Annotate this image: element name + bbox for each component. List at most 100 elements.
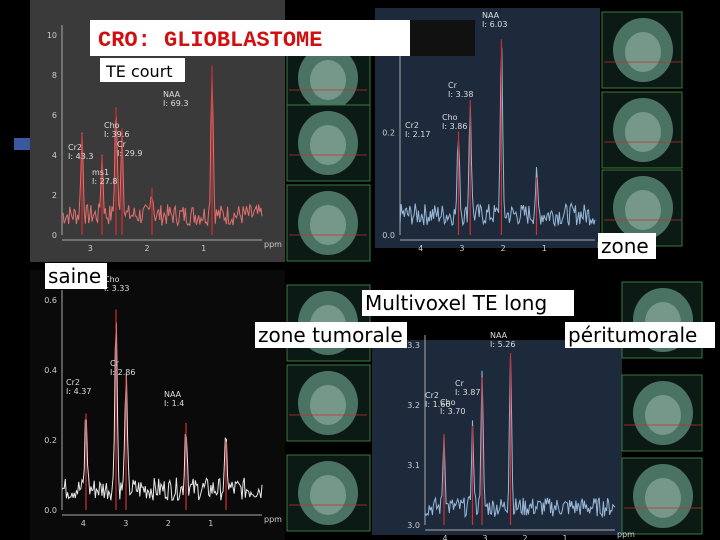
brain-inner xyxy=(310,385,346,425)
x-tick-label: 3 xyxy=(482,534,487,540)
brain-inner xyxy=(310,205,346,245)
x-axis-label: ppm xyxy=(617,530,635,539)
peak-value: I: 3.87 xyxy=(455,388,480,397)
peak-value: I: 2.86 xyxy=(110,368,135,377)
peak-value: I: 43.3 xyxy=(68,152,93,161)
label: péritumorale xyxy=(568,323,697,347)
x-tick-label: 4 xyxy=(418,244,423,253)
x-tick-label: 2 xyxy=(144,244,149,253)
peak-name: Cr xyxy=(110,359,120,368)
subtitle: TE court xyxy=(105,62,173,81)
peak-name: Cho xyxy=(440,398,456,407)
y-tick-label: 0.0 xyxy=(382,231,395,240)
y-tick-label: 3.3 xyxy=(407,341,420,350)
x-tick-label: 1 xyxy=(542,244,547,253)
label-box xyxy=(255,322,407,348)
x-tick-label: 2 xyxy=(166,519,171,528)
spectrum-trace xyxy=(424,355,616,519)
peak-value: I: 1.4 xyxy=(164,399,184,408)
peak-value: I: 3.86 xyxy=(442,122,467,131)
brain-inner xyxy=(310,475,346,515)
peak-name: NAA xyxy=(164,390,182,399)
peak-name: Cr2 xyxy=(66,378,80,387)
peak-value: I: 5.26 xyxy=(490,340,515,349)
spectrum-trace xyxy=(61,73,263,227)
peak-value: I: 2.17 xyxy=(405,130,430,139)
y-tick-label: 2 xyxy=(52,191,57,200)
x-tick-label: 3 xyxy=(459,244,464,253)
peak-name: Cho xyxy=(104,275,120,284)
peak-name: NAA xyxy=(163,90,181,99)
x-tick-label: 1 xyxy=(562,534,567,540)
brain-inner xyxy=(310,60,346,100)
y-tick-label: 3.1 xyxy=(407,461,420,470)
y-tick-label: 0.6 xyxy=(44,296,57,305)
peak-name: NAA xyxy=(482,11,500,20)
peak-name: Cho xyxy=(104,121,120,130)
label: saine xyxy=(48,264,101,288)
title-box xyxy=(90,20,410,56)
x-tick-label: 2 xyxy=(522,534,527,540)
brain-inner xyxy=(625,190,661,230)
peak-value: I: 1.66 xyxy=(425,400,450,409)
peak-name: Cr2 xyxy=(425,391,439,400)
label-box xyxy=(598,233,656,259)
peak-value: I: 27.8 xyxy=(92,177,117,186)
peak-name: Cr xyxy=(455,379,465,388)
x-axis-label: ppm xyxy=(264,240,282,249)
label-box xyxy=(45,263,107,289)
spectrum-panel xyxy=(30,270,285,540)
peak-name: ms1 xyxy=(92,168,109,177)
x-tick-label: 3 xyxy=(88,244,93,253)
brain-inner xyxy=(310,125,346,165)
y-tick-label: 0.4 xyxy=(44,366,57,375)
peak-name: Cr2 xyxy=(68,143,82,152)
brain-inner xyxy=(625,32,661,72)
spectrum-trace xyxy=(399,47,596,228)
spectrum-trace xyxy=(61,322,263,501)
label-box xyxy=(565,322,715,348)
peak-name: Cr xyxy=(448,81,458,90)
label: zone tumorale xyxy=(258,323,403,347)
label: zone xyxy=(601,234,649,258)
x-axis-label: ppm xyxy=(264,515,282,524)
peak-name: Cho xyxy=(442,113,458,122)
y-tick-label: 0.2 xyxy=(382,129,395,138)
bullet xyxy=(14,138,30,150)
x-tick-label: 1 xyxy=(201,244,206,253)
y-tick-label: 8 xyxy=(52,71,57,80)
peak-value: I: 4.37 xyxy=(66,387,91,396)
y-tick-label: 3.0 xyxy=(407,521,420,530)
peak-value: I: 6.03 xyxy=(482,20,507,29)
y-tick-label: 0.2 xyxy=(44,436,57,445)
x-tick-label: 1 xyxy=(208,519,213,528)
brain-inner xyxy=(625,112,661,152)
peak-value: I: 29.9 xyxy=(117,149,142,158)
peak-name: NAA xyxy=(490,331,508,340)
x-tick-label: 2 xyxy=(501,244,506,253)
peak-value: I: 3.70 xyxy=(440,407,465,416)
peak-name: Cr xyxy=(117,140,127,149)
peak-value: I: 39.6 xyxy=(104,130,129,139)
peak-value: I: 3.38 xyxy=(448,90,473,99)
y-tick-label: 6 xyxy=(52,111,57,120)
x-tick-label: 4 xyxy=(81,519,86,528)
label: Multivoxel TE long xyxy=(365,291,547,315)
y-tick-label: 0.0 xyxy=(44,506,57,515)
x-tick-label: 4 xyxy=(442,534,447,540)
peak-value: I: 3.33 xyxy=(104,284,129,293)
label-box xyxy=(362,290,574,316)
y-tick-label: 4 xyxy=(52,151,57,160)
brain-inner xyxy=(645,395,681,435)
brain-inner xyxy=(645,478,681,518)
y-tick-label: 10 xyxy=(47,31,57,40)
y-tick-label: 0 xyxy=(52,231,57,240)
subtitle-box xyxy=(100,58,185,82)
spectrum-panel xyxy=(372,340,622,535)
peak-name: Cr2 xyxy=(405,121,419,130)
x-tick-label: 3 xyxy=(123,519,128,528)
peak-value: I: 69.3 xyxy=(163,99,188,108)
y-tick-label: 3.2 xyxy=(407,401,420,410)
title: CRO: GLIOBLASTOME xyxy=(98,28,322,53)
